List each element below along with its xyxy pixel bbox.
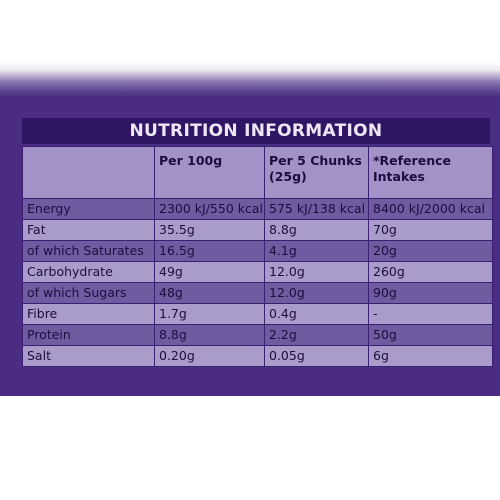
value-per-100g: 0.20g (154, 345, 265, 367)
value-per-5-chunks: 8.8g (264, 219, 369, 241)
nutrition-table: Per 100g Per 5 Chunks (25g) *Reference Int… (22, 146, 493, 367)
value-reference-intake: 20g (368, 240, 493, 262)
table-body: Energy 2300 kJ/550 kcal 575 kJ/138 kcal 840… (22, 198, 493, 367)
value-reference-intake: 8400 kJ/2000 kcal (368, 198, 493, 220)
table-row: Fibre 1.7g 0.4g - (22, 303, 493, 325)
table-row: of which Sugars 48g 12.0g 90g (22, 282, 493, 304)
value-per-5-chunks: 0.4g (264, 303, 369, 325)
table-row: Carbohydrate 49g 12.0g 260g (22, 261, 493, 283)
nutrient-name: Energy (22, 198, 155, 220)
table-row: Salt 0.20g 0.05g 6g (22, 345, 493, 367)
value-per-100g: 2300 kJ/550 kcal (154, 198, 265, 220)
nutrient-name: Carbohydrate (22, 261, 155, 283)
background-bottom (0, 396, 500, 500)
value-per-5-chunks: 0.05g (264, 345, 369, 367)
header-reference-intakes: *Reference Intakes (368, 146, 493, 199)
table-row: of which Saturates 16.5g 4.1g 20g (22, 240, 493, 262)
table-row: Protein 8.8g 2.2g 50g (22, 324, 493, 346)
header-reference-intakes-line1: *Reference (373, 153, 451, 168)
value-reference-intake: - (368, 303, 493, 325)
nutrient-name: of which Saturates (22, 240, 155, 262)
value-per-100g: 16.5g (154, 240, 265, 262)
table-header-row: Per 100g Per 5 Chunks (25g) *Reference Int… (22, 146, 493, 199)
nutrient-name: Salt (22, 345, 155, 367)
value-per-100g: 35.5g (154, 219, 265, 241)
value-per-5-chunks: 12.0g (264, 282, 369, 304)
header-per-100g: Per 100g (154, 146, 265, 199)
header-nutrient (22, 146, 155, 199)
value-per-5-chunks: 2.2g (264, 324, 369, 346)
header-per-5-chunks-line1: Per 5 Chunks (269, 153, 362, 168)
value-per-100g: 48g (154, 282, 265, 304)
nutrient-name: of which Sugars (22, 282, 155, 304)
table-row: Fat 35.5g 8.8g 70g (22, 219, 493, 241)
value-per-100g: 8.8g (154, 324, 265, 346)
value-per-5-chunks: 575 kJ/138 kcal (264, 198, 369, 220)
nutrient-name: Protein (22, 324, 155, 346)
value-per-100g: 49g (154, 261, 265, 283)
header-reference-intakes-line2: Intakes (373, 169, 425, 184)
nutrient-name: Fat (22, 219, 155, 241)
nutrition-title: NUTRITION INFORMATION (22, 118, 490, 144)
packaging-top-edge (0, 0, 500, 100)
value-reference-intake: 70g (368, 219, 493, 241)
value-reference-intake: 90g (368, 282, 493, 304)
value-reference-intake: 6g (368, 345, 493, 367)
value-per-100g: 1.7g (154, 303, 265, 325)
value-reference-intake: 50g (368, 324, 493, 346)
header-per-5-chunks: Per 5 Chunks (25g) (264, 146, 369, 199)
table-row: Energy 2300 kJ/550 kcal 575 kJ/138 kcal 840… (22, 198, 493, 220)
nutrient-name: Fibre (22, 303, 155, 325)
value-per-5-chunks: 12.0g (264, 261, 369, 283)
value-reference-intake: 260g (368, 261, 493, 283)
header-per-5-chunks-line2: (25g) (269, 169, 307, 184)
value-per-5-chunks: 4.1g (264, 240, 369, 262)
